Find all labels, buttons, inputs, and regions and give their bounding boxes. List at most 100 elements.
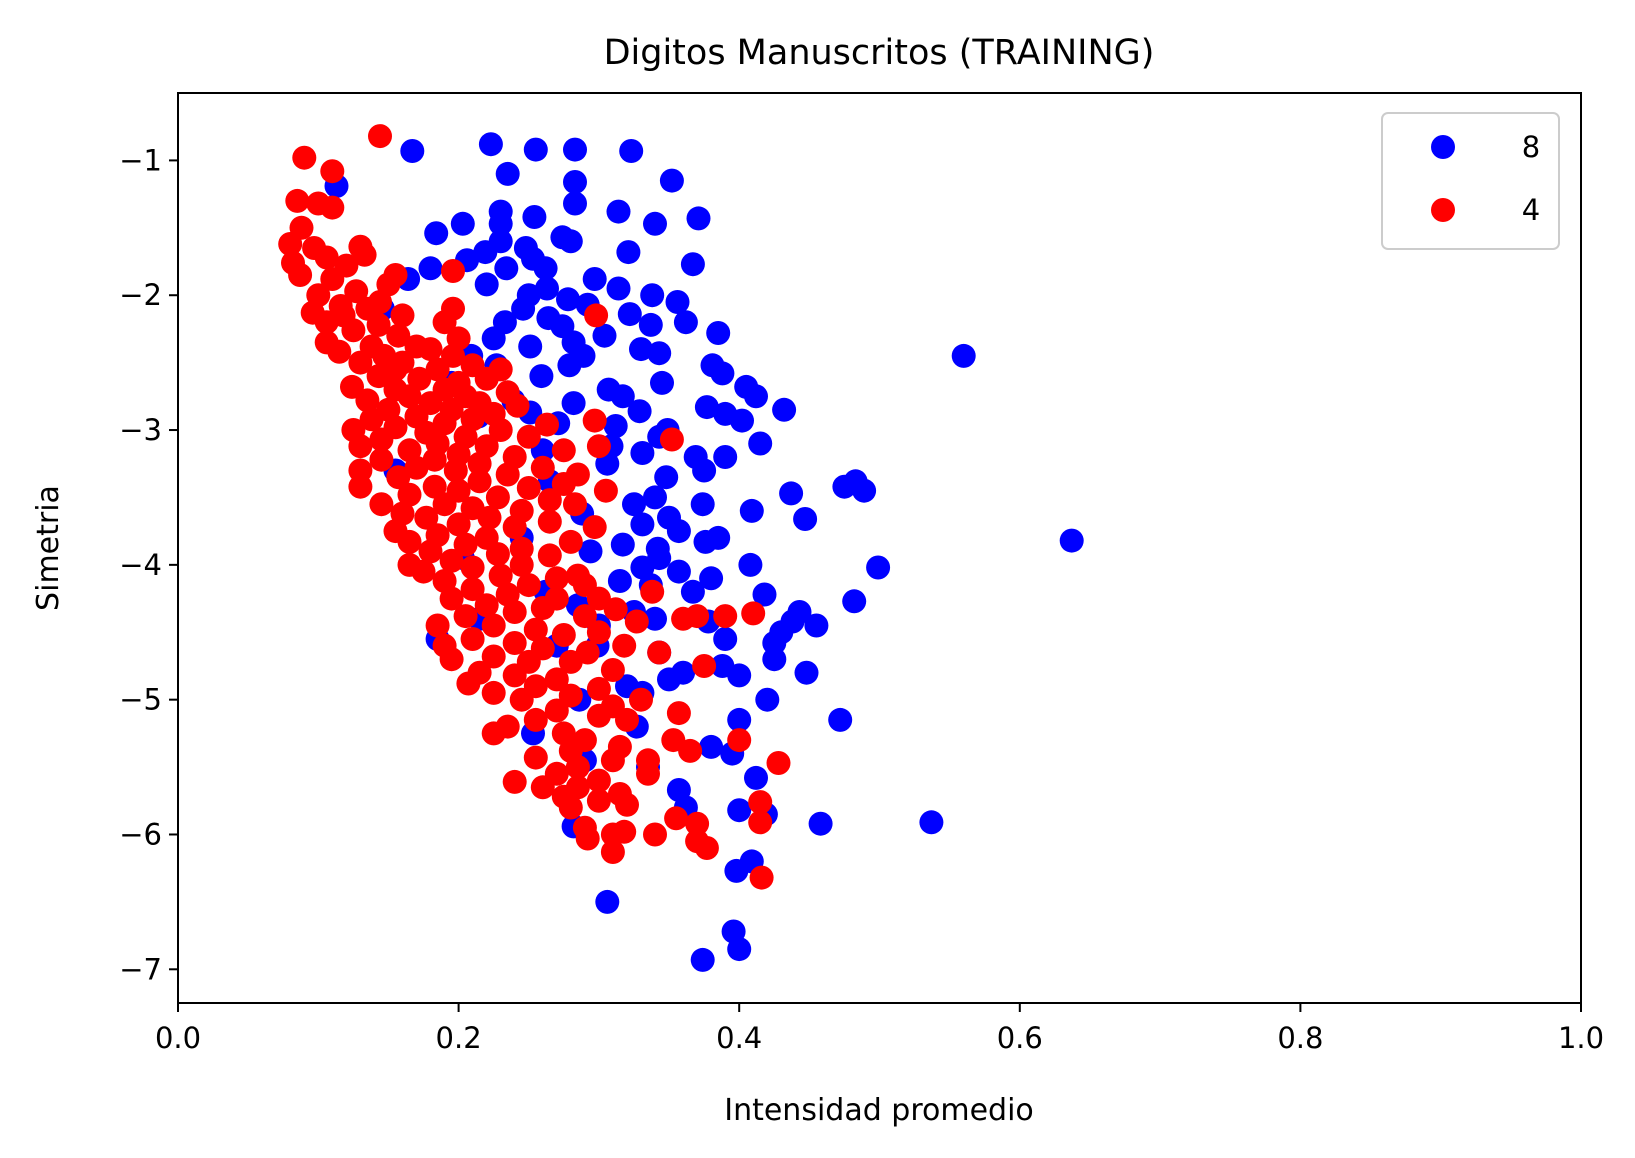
point-series-8-33 (474, 272, 499, 297)
point-series-4-70 (535, 412, 559, 437)
point-series-4-147 (530, 596, 555, 620)
point-series-8-71 (627, 399, 652, 424)
point-series-4-68 (582, 408, 607, 433)
x-tick-label: 0.4 (716, 1021, 762, 1055)
legend-marker-8 (1431, 135, 1455, 159)
point-series-4-96 (386, 465, 411, 490)
point-series-8-92 (852, 478, 877, 503)
point-series-4-31 (432, 310, 457, 335)
point-series-4-150 (453, 604, 478, 629)
point-series-8-80 (748, 431, 773, 456)
point-series-8-104 (693, 529, 718, 554)
x-tick-label: 0.2 (436, 1021, 482, 1055)
point-series-4-30 (366, 312, 391, 337)
point-series-8-159 (724, 858, 749, 883)
point-series-4-192 (481, 721, 506, 746)
point-series-4-133 (411, 559, 436, 584)
point-series-4-189 (523, 707, 548, 732)
point-series-8-114 (607, 569, 632, 593)
point-series-4-196 (727, 728, 752, 753)
point-series-4-188 (586, 703, 611, 728)
point-series-4-183 (629, 687, 653, 712)
point-series-8-164 (951, 343, 976, 368)
point-series-4-101 (516, 476, 541, 500)
point-series-4-203 (766, 751, 791, 775)
point-series-8-40 (511, 296, 536, 321)
point-series-4-174 (600, 658, 625, 682)
point-series-4-206 (636, 761, 660, 786)
point-series-4-80 (586, 434, 611, 459)
point-series-4-219 (685, 811, 710, 836)
point-series-8-52 (518, 334, 543, 359)
point-series-4-141 (640, 579, 665, 604)
point-series-4-169 (481, 644, 506, 669)
point-series-4-109 (563, 492, 587, 517)
point-series-4-160 (586, 620, 611, 645)
point-series-8-15 (450, 211, 475, 236)
point-series-8-137 (657, 667, 681, 692)
point-series-4-213 (586, 788, 611, 813)
point-series-8-32 (535, 276, 559, 301)
point-series-4-177 (544, 667, 569, 692)
point-series-8-162 (727, 937, 752, 962)
point-series-4-114 (477, 505, 502, 530)
point-series-8-6 (563, 170, 587, 194)
point-series-8-14 (643, 211, 667, 236)
point-series-4-134 (488, 563, 513, 588)
point-series-8-150 (744, 765, 768, 790)
point-series-4-29 (314, 310, 339, 335)
point-series-4-131 (509, 552, 534, 577)
point-series-4-156 (624, 609, 649, 634)
point-series-4-148 (603, 597, 628, 622)
point-series-8-160 (595, 889, 620, 914)
point-series-4-108 (432, 492, 457, 517)
point-series-4-204 (565, 755, 590, 780)
point-series-8-0 (400, 139, 425, 163)
point-series-4-198 (678, 738, 703, 763)
y-tick-label: −3 (119, 413, 162, 447)
x-tick-label: 1.0 (1558, 1021, 1604, 1055)
point-series-8-122 (643, 606, 667, 631)
point-series-4-157 (425, 613, 450, 638)
point-series-4-217 (664, 806, 689, 831)
point-series-4-89 (467, 451, 492, 476)
point-series-4-104 (397, 482, 422, 507)
point-series-4-102 (593, 478, 618, 503)
point-series-4-124 (453, 532, 478, 557)
point-series-4-214 (615, 792, 639, 817)
point-series-4-58 (355, 388, 380, 413)
point-series-8-39 (665, 290, 690, 314)
point-series-8-50 (481, 326, 506, 351)
point-series-8-102 (666, 519, 691, 544)
point-series-4-33 (386, 323, 411, 348)
point-series-8-22 (616, 240, 641, 265)
point-series-4-176 (502, 663, 527, 688)
point-series-4-94 (495, 462, 520, 487)
point-series-4-173 (692, 654, 717, 678)
point-series-8-163 (690, 947, 715, 972)
point-series-4-145 (439, 586, 464, 611)
point-series-4-140 (460, 577, 485, 602)
y-tick-label: −5 (119, 683, 162, 717)
point-series-4-128 (537, 543, 562, 568)
point-series-4-190 (615, 707, 639, 732)
point-series-8-155 (919, 810, 944, 835)
point-series-4-129 (439, 548, 464, 573)
point-series-4-56 (397, 384, 422, 409)
point-series-4-208 (502, 769, 527, 794)
point-series-4-77 (516, 424, 541, 449)
point-series-8-165 (1059, 528, 1084, 553)
point-series-4-127 (485, 542, 510, 567)
point-series-4-17 (320, 267, 345, 291)
point-series-8-68 (561, 391, 586, 416)
point-series-4-146 (474, 593, 499, 618)
point-series-8-126 (804, 613, 829, 638)
point-series-8-62 (650, 370, 674, 395)
point-series-4-28 (584, 303, 609, 328)
point-series-8-65 (610, 384, 635, 409)
point-series-4-228 (749, 865, 774, 890)
point-series-4-42 (348, 350, 373, 375)
point-series-8-26 (533, 256, 558, 281)
y-axis-label: Simetria (31, 485, 66, 611)
